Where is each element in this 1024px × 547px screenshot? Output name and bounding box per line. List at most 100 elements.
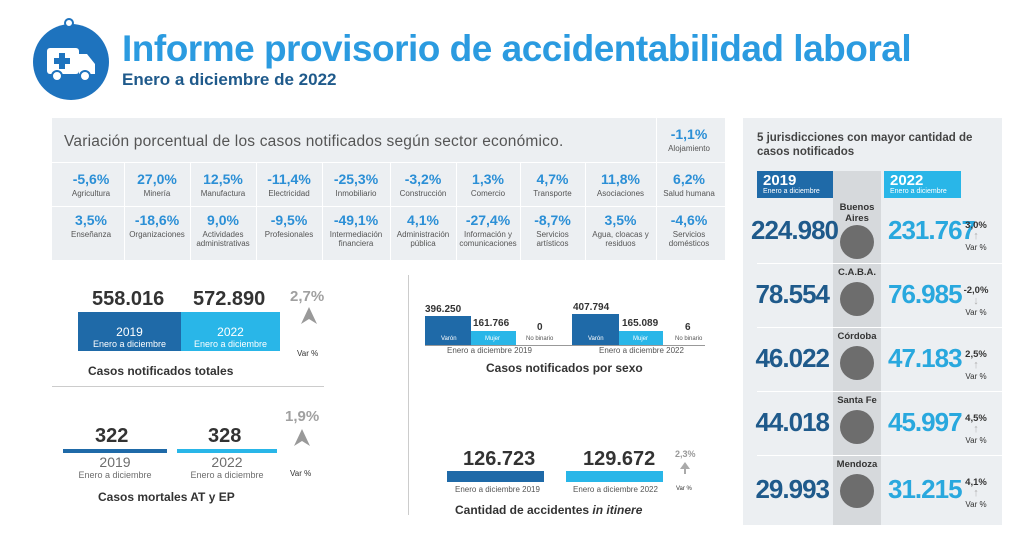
itinere-caption: Cantidad de accidentes in itinere bbox=[455, 503, 642, 517]
jurisdiction-2019-value: 29.993 bbox=[755, 474, 830, 504]
jurisdiction-2022-value: 31.215 bbox=[888, 474, 963, 504]
province-map-icon bbox=[840, 474, 874, 508]
sector-label: Administración pública bbox=[396, 230, 450, 248]
jurisdiction-2019-value: 78.554 bbox=[755, 279, 830, 309]
sex-2019-mujer-value: 161.766 bbox=[473, 318, 510, 329]
sector-pct: -3,2% bbox=[404, 171, 442, 187]
sector-label: Información y comunicaciones bbox=[459, 230, 517, 248]
sector-divider bbox=[52, 206, 725, 207]
jurisdiction-divider bbox=[757, 391, 1002, 392]
totals-2019-period: Enero a diciembre bbox=[92, 339, 167, 349]
sector-pct: -11,4% bbox=[267, 171, 311, 187]
sector-pct: -4,6% bbox=[670, 212, 708, 228]
sex-2019-nobin-value: 0 bbox=[537, 322, 543, 333]
sector-item: 3,5% Agua, cloacas y residuos bbox=[585, 212, 656, 248]
sector-label: Organizaciones bbox=[129, 230, 185, 239]
sex-2019-mujer-bar bbox=[471, 331, 516, 345]
sector-item: -8,7% Servicios artísticos bbox=[520, 212, 585, 248]
sector-label: Salud humana bbox=[663, 189, 715, 198]
jurisdiction-name: Córdoba bbox=[837, 331, 877, 342]
sex-2022-nobin-label: No binario bbox=[675, 336, 703, 342]
totals-2022-bar: 2022 Enero a diciembre bbox=[181, 312, 280, 351]
jurisdiction-var-label: Var % bbox=[965, 372, 987, 381]
sector-panel bbox=[52, 118, 725, 260]
itinere-var-label: Var % bbox=[676, 486, 692, 492]
itinere-2019-period: Enero a diciembre 2019 bbox=[455, 485, 540, 494]
sex-2022-varon-bar bbox=[572, 314, 619, 345]
sector-item: -5,6% Agricultura bbox=[58, 171, 124, 198]
jurisdiction-var-label: Var % bbox=[965, 308, 987, 317]
page-title: Informe provisorio de accidentabilidad l… bbox=[122, 28, 912, 69]
sector-divider bbox=[190, 163, 191, 260]
sector-divider bbox=[456, 163, 457, 260]
sector-pct: -18,6% bbox=[134, 212, 180, 228]
sex-2019-varon-value: 396.250 bbox=[425, 304, 462, 315]
divider bbox=[52, 386, 324, 387]
sex-2019-nobin-label: No binario bbox=[526, 336, 554, 342]
jurisdictions-title: 5 jurisdicciones con mayor cantidad de c… bbox=[757, 132, 973, 158]
sector-divider bbox=[256, 163, 257, 260]
sector-label: Inmobiliario bbox=[335, 189, 377, 198]
sector-item: 11,8% Asociaciones bbox=[585, 171, 656, 198]
sector-divider bbox=[520, 163, 521, 260]
sex-2022-mujer-value: 165.089 bbox=[622, 318, 659, 329]
sector-item: -25,3% Inmobiliario bbox=[322, 171, 390, 198]
sex-2019-varon-label: Varón bbox=[441, 336, 457, 342]
sector-divider bbox=[390, 163, 391, 260]
jurisdiction-divider bbox=[757, 263, 1002, 264]
fatal-var-label: Var % bbox=[290, 469, 312, 478]
sector-pct: 4,1% bbox=[407, 212, 439, 228]
sector-divider bbox=[322, 163, 323, 260]
jurisdiction-2019-value: 46.022 bbox=[755, 343, 830, 373]
jurisdiction-2019-value: 224.980 bbox=[751, 214, 839, 245]
itinere-2019-value: 126.723 bbox=[463, 448, 536, 470]
sector-item: -49,1% Intermediación financiera bbox=[322, 212, 390, 248]
sector-divider bbox=[124, 163, 125, 260]
var-arrow-icon: ↑ bbox=[973, 423, 979, 435]
var-arrow-icon: ↑ bbox=[973, 230, 979, 242]
totals-2019-value: 558.016 bbox=[92, 288, 165, 310]
sector-pct: 27,0% bbox=[137, 171, 177, 187]
totals-2022-year: 2022 bbox=[217, 325, 244, 339]
jurisdiction-var: 3,0% ↑ Var % bbox=[961, 220, 991, 253]
jurisdiction-var: -2,0% ↓ Var % bbox=[961, 285, 991, 318]
province-map-icon bbox=[840, 410, 874, 444]
itinere-2022-period: Enero a diciembre 2022 bbox=[573, 485, 658, 494]
jurisdiction-var: 4,1% ↑ Var % bbox=[961, 477, 991, 510]
jurisdiction-var: 4,5% ↑ Var % bbox=[961, 413, 991, 446]
jurisdiction-var-label: Var % bbox=[965, 243, 987, 252]
totals-2019-year: 2019 bbox=[116, 325, 143, 339]
totals-2019-bar: 2019 Enero a diciembre bbox=[78, 312, 181, 351]
sector-title: Variación porcentual de los casos notifi… bbox=[64, 133, 564, 150]
sex-2022-mujer-bar bbox=[619, 331, 663, 345]
sex-2022-nobin-value: 6 bbox=[685, 322, 691, 333]
sector-item: -3,2% Construcción bbox=[390, 171, 456, 198]
jurisdiction-var-pct: 2,5% bbox=[965, 349, 987, 360]
sector-label: Comercio bbox=[470, 189, 506, 198]
sector-pct: -5,6% bbox=[72, 171, 110, 187]
sector-label: Asociaciones bbox=[596, 189, 645, 198]
arrow-up-icon bbox=[680, 462, 690, 474]
jurisdiction-var: 2,5% ↑ Var % bbox=[961, 349, 991, 382]
jurisdiction-2022-value: 47.183 bbox=[888, 343, 963, 373]
fatal-2022-bar bbox=[177, 449, 277, 453]
fatal-2019-value: 322 bbox=[95, 425, 129, 447]
jurisdictions-header-2019: 2019 Enero a diciembre bbox=[757, 171, 833, 198]
totals-2022-value: 572.890 bbox=[193, 288, 266, 310]
fatal-2022-year: 2022 bbox=[211, 454, 243, 470]
sector-pct: -1,1% bbox=[670, 126, 708, 142]
jurisdiction-var-pct: 4,5% bbox=[965, 413, 987, 424]
jurisdiction-divider bbox=[757, 455, 1002, 456]
page-subtitle: Enero a diciembre de 2022 bbox=[122, 70, 337, 89]
totals-caption: Casos notificados totales bbox=[88, 364, 234, 378]
sector-label: Agua, cloacas y residuos bbox=[592, 230, 649, 248]
jurisdiction-var-label: Var % bbox=[965, 500, 987, 509]
jurisdiction-2019-value: 44.018 bbox=[755, 407, 830, 437]
province-map-icon bbox=[840, 225, 874, 259]
sector-pct: 11,8% bbox=[601, 171, 640, 187]
sector-pct: -8,7% bbox=[534, 212, 571, 228]
sector-item: -4,6% Servicios domésticos bbox=[656, 212, 722, 248]
sex-2022-varon-label: Varón bbox=[588, 336, 604, 342]
fatal-2019-year: 2019 bbox=[99, 454, 131, 470]
header-2019-year: 2019 bbox=[763, 172, 797, 189]
